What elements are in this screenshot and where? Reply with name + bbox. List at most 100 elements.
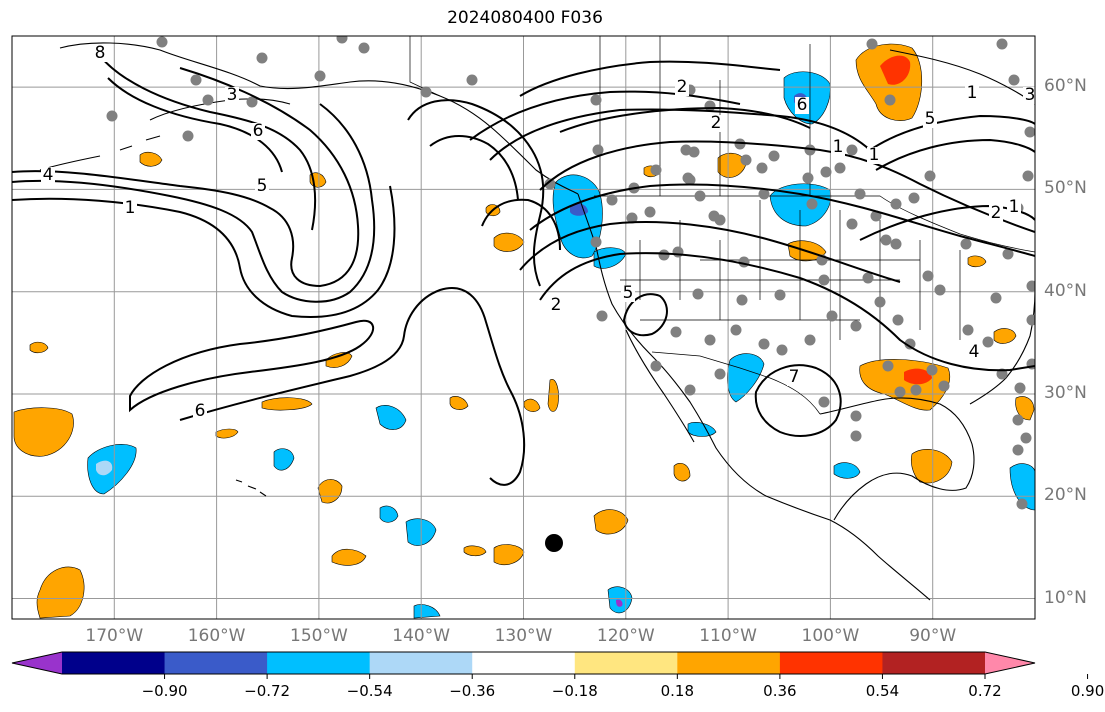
station-dot [650, 164, 662, 176]
contour-label-background [1007, 199, 1021, 216]
station-dot [544, 178, 556, 190]
contour-label-background [549, 297, 563, 314]
contour-label-background [251, 123, 265, 140]
colorbar-segment [882, 652, 986, 674]
graticule [12, 36, 1035, 619]
contour-label: 8 [95, 43, 106, 63]
station-dot [688, 146, 700, 158]
station-dot [1024, 126, 1035, 138]
station-dot [190, 74, 202, 86]
latitude-tick-label: 50°N [1044, 178, 1087, 199]
station-dot [806, 198, 818, 210]
longitude-tick-label: 150°W [290, 626, 348, 646]
longitude-tick-label: 110°W [699, 626, 757, 646]
contour-label-background [225, 87, 239, 104]
contour-label-background [255, 178, 269, 195]
contour-label-background [795, 97, 809, 114]
contour-label: 4 [969, 342, 980, 362]
latitude-tick-label: 30°N [1044, 382, 1087, 403]
station-dot [704, 334, 716, 346]
station-dot [908, 192, 920, 204]
station-dot [890, 198, 902, 210]
colorbar-segment [677, 652, 781, 674]
political-borders [409, 36, 1035, 415]
station-dot [894, 386, 906, 398]
station-dot [650, 360, 662, 372]
station-dot [802, 172, 814, 184]
contour-label: 2 [991, 203, 1002, 223]
longitude-tick-label: 90°W [909, 626, 957, 646]
contour-label-background [675, 79, 689, 96]
colorbar-tick-label: −0.36 [449, 682, 496, 700]
contour-label: 5 [257, 176, 268, 196]
colorbar-segment [369, 652, 473, 674]
colorbar-extend-high [985, 652, 1035, 674]
station-dot [934, 284, 946, 296]
longitude-tick-label: 140°W [392, 626, 451, 646]
anomaly-shading [13, 43, 1035, 619]
contour-label-background [41, 167, 55, 184]
contour-label-background [193, 403, 207, 420]
station-dot [776, 344, 788, 356]
station-dot [256, 52, 268, 64]
contour-lines [12, 55, 1035, 486]
colorbar-tick-label: −0.90 [141, 682, 188, 700]
colorbar-segment [574, 652, 678, 674]
station-dot [758, 188, 770, 200]
contour-label-background [621, 285, 635, 302]
contour-label: 5 [925, 109, 936, 129]
station-dot [820, 166, 832, 178]
contour-label: 4 [43, 165, 54, 185]
station-dot [804, 334, 816, 346]
contour-label-background [709, 115, 723, 132]
station-dot [714, 368, 726, 380]
station-dot [336, 36, 348, 44]
station-dot [756, 162, 768, 174]
colorbar-tick-label: 0.36 [763, 682, 797, 700]
station-dot [862, 272, 874, 284]
station-dot [682, 172, 694, 184]
station-dot [736, 294, 748, 306]
station-dot [358, 42, 370, 54]
colorbar [11, 651, 1089, 679]
station-dot [854, 188, 866, 200]
station-dot [658, 249, 670, 261]
station-dot [1008, 74, 1020, 86]
station-dot [730, 324, 742, 336]
station-dot [644, 206, 656, 218]
longitude-tick-label: 120°W [596, 626, 655, 646]
station-dot [846, 218, 858, 230]
station-dot [850, 320, 862, 332]
colorbar-segment [267, 652, 371, 674]
latitude-tick-label: 20°N [1044, 485, 1087, 506]
station-dot [156, 36, 168, 48]
station-dot [466, 74, 478, 86]
station-dot [670, 326, 682, 338]
coastlines [39, 42, 1035, 601]
colorbar-segment [779, 652, 883, 674]
station-dot [904, 338, 916, 350]
contour-label-background [93, 45, 107, 62]
station-dot [960, 238, 972, 250]
station-dot [924, 170, 936, 182]
station-dot [1026, 314, 1035, 326]
station-dot [834, 162, 846, 174]
colorbar-segment [472, 652, 576, 674]
contour-label: 5 [623, 283, 634, 303]
latitude-tick-label: 40°N [1044, 280, 1087, 301]
station-dot [882, 360, 894, 372]
latitude-tick-label: 60°N [1044, 76, 1087, 97]
station-dot [596, 310, 608, 322]
station-dot [1020, 432, 1032, 444]
colorbar-segment [164, 652, 268, 674]
contour-label-background [923, 111, 937, 128]
colorbar-tick-label: −0.54 [346, 682, 393, 700]
station-dot [818, 274, 830, 286]
station-dot [774, 289, 786, 301]
station-dot [1002, 248, 1014, 260]
station-dot [910, 384, 922, 396]
station-dot [846, 144, 858, 156]
colorbar-tick-label: −0.18 [551, 682, 598, 700]
contour-label: 2 [551, 295, 562, 315]
station-dot [866, 38, 878, 50]
